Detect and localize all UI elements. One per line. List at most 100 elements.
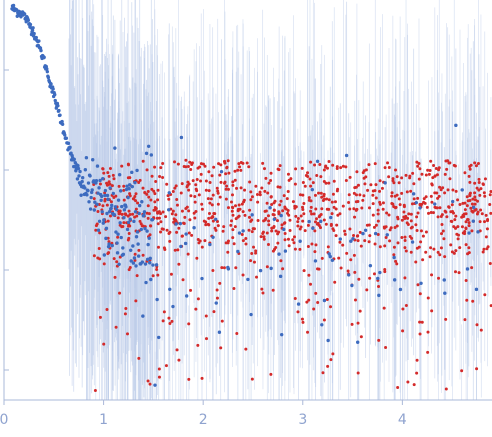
data-point-used [114, 207, 119, 212]
data-point-excluded [329, 305, 333, 309]
data-point-excluded [420, 320, 424, 324]
data-point-excluded [352, 191, 356, 195]
data-point-excluded [465, 204, 469, 208]
data-point-excluded [374, 223, 378, 227]
data-point-excluded [157, 367, 161, 371]
data-point-excluded [284, 207, 288, 211]
data-point-used [134, 264, 138, 268]
data-point-excluded [102, 262, 106, 266]
data-point-excluded [184, 158, 188, 162]
data-point-excluded [192, 211, 196, 215]
data-point-used [102, 253, 107, 257]
data-point-excluded [166, 194, 170, 198]
data-point-excluded [128, 224, 132, 228]
data-point-used [89, 195, 93, 200]
data-point-excluded [380, 186, 384, 190]
data-point-excluded [277, 212, 281, 216]
data-point-excluded [148, 382, 152, 386]
data-point-excluded [216, 224, 220, 228]
data-point-excluded [316, 267, 320, 271]
data-point-excluded [390, 191, 394, 195]
data-point-excluded [237, 203, 241, 207]
data-point-excluded [356, 199, 360, 203]
data-point-excluded [437, 194, 441, 198]
data-point-excluded [278, 203, 282, 207]
data-point-excluded [378, 200, 382, 204]
data-point-excluded [412, 182, 416, 186]
data-point-excluded [138, 178, 142, 182]
data-point-excluded [281, 209, 285, 213]
data-point-used [140, 260, 145, 264]
data-point-excluded [406, 380, 410, 384]
data-point-excluded [152, 189, 156, 193]
data-point-excluded [405, 190, 409, 194]
data-point-excluded [415, 160, 419, 164]
data-point-used [269, 266, 273, 271]
data-point-excluded [306, 175, 310, 179]
data-point-used [135, 230, 140, 234]
data-point-excluded [226, 206, 230, 210]
data-point-excluded [286, 237, 290, 241]
data-point-excluded [269, 178, 273, 182]
data-point-excluded [247, 228, 251, 232]
data-point-used [350, 283, 354, 288]
data-point-excluded [376, 232, 380, 236]
data-point-excluded [451, 188, 455, 192]
data-point-excluded [402, 215, 406, 219]
data-point-excluded [331, 352, 335, 356]
x-tick-label: 3 [298, 412, 307, 428]
data-point-excluded [400, 176, 404, 180]
data-point-used [138, 203, 142, 208]
data-point-excluded [134, 299, 138, 303]
data-point-used [37, 39, 41, 43]
data-point-excluded [476, 161, 480, 165]
data-point-excluded [266, 191, 270, 195]
data-point-used [66, 141, 71, 146]
data-point-excluded [126, 162, 130, 166]
data-point-excluded [318, 163, 322, 167]
data-point-used [150, 218, 155, 222]
data-point-excluded [291, 238, 295, 242]
data-point-excluded [195, 256, 199, 260]
data-point-excluded [159, 220, 163, 224]
data-point-excluded [427, 211, 431, 215]
data-point-excluded [158, 175, 162, 179]
data-point-excluded [394, 259, 398, 263]
data-point-used [328, 254, 332, 259]
data-point-excluded [261, 291, 265, 295]
data-point-excluded [466, 218, 470, 222]
data-point-excluded [146, 204, 150, 208]
data-point-excluded [396, 386, 400, 390]
data-point-excluded [235, 186, 239, 190]
data-point-excluded [226, 241, 230, 245]
data-point-excluded [188, 160, 192, 164]
data-point-excluded [141, 186, 145, 190]
data-point-excluded [145, 211, 149, 215]
data-point-excluded [467, 174, 471, 178]
data-point-excluded [231, 236, 235, 240]
data-point-excluded [191, 179, 195, 183]
data-point-excluded [339, 166, 343, 170]
data-point-excluded [156, 188, 160, 192]
data-point-excluded [211, 219, 215, 223]
data-point-excluded [470, 266, 474, 270]
data-point-used [30, 28, 35, 33]
data-point-excluded [187, 377, 191, 381]
data-point-used [45, 69, 50, 74]
data-point-excluded [407, 212, 411, 216]
data-point-excluded [430, 200, 434, 204]
data-point-excluded [211, 193, 215, 197]
data-point-used [79, 193, 83, 197]
data-point-excluded [193, 216, 197, 220]
data-point-excluded [435, 173, 439, 177]
data-point-excluded [383, 270, 387, 274]
data-point-excluded [357, 277, 361, 281]
data-point-excluded [272, 208, 276, 212]
data-point-excluded [383, 244, 387, 248]
data-point-excluded [260, 287, 264, 291]
data-point-used [77, 174, 81, 178]
data-point-excluded [475, 186, 479, 190]
data-point-excluded [203, 164, 207, 168]
data-point-used [107, 242, 111, 246]
